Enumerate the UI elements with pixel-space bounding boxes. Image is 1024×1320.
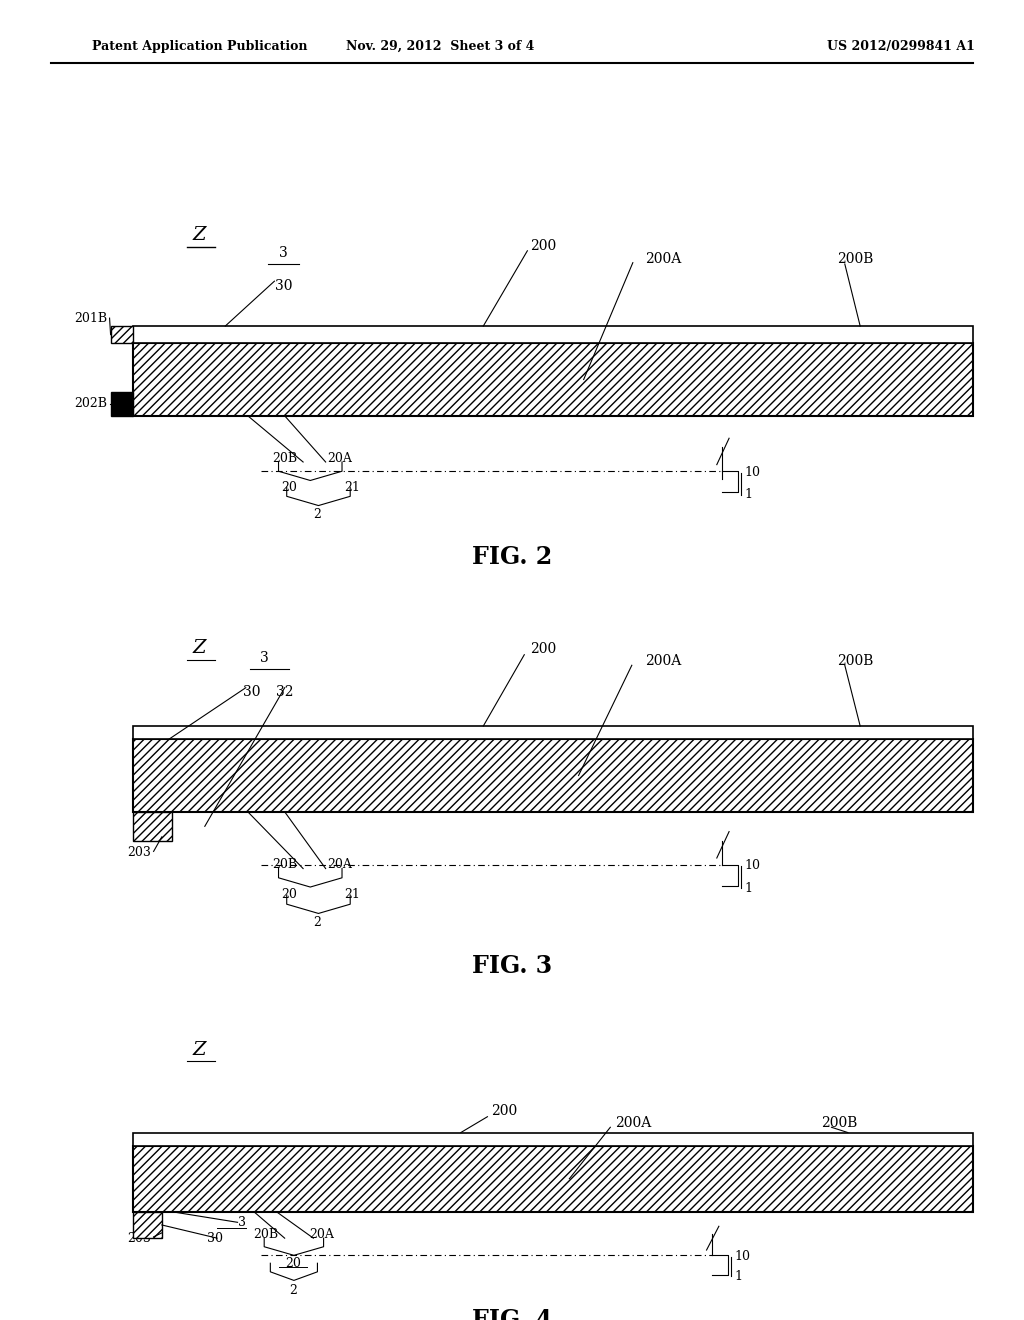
Text: Z: Z bbox=[193, 1040, 207, 1059]
Bar bbox=[133, 326, 973, 343]
Text: 2: 2 bbox=[313, 508, 322, 521]
Text: FIG. 4: FIG. 4 bbox=[472, 1308, 552, 1320]
Text: 203: 203 bbox=[128, 1232, 152, 1245]
Text: 200: 200 bbox=[529, 239, 556, 252]
Text: 2: 2 bbox=[289, 1284, 297, 1298]
Text: 30: 30 bbox=[243, 685, 261, 700]
Text: Z: Z bbox=[193, 226, 207, 244]
Text: 200A: 200A bbox=[645, 655, 682, 668]
Text: 21: 21 bbox=[344, 480, 360, 494]
Text: 1: 1 bbox=[744, 488, 753, 502]
Text: 10: 10 bbox=[744, 859, 761, 873]
Text: FIG. 3: FIG. 3 bbox=[472, 954, 552, 978]
Text: US 2012/0299841 A1: US 2012/0299841 A1 bbox=[827, 40, 975, 53]
Text: 2: 2 bbox=[313, 916, 322, 929]
Text: 20: 20 bbox=[285, 1257, 301, 1270]
Text: 1: 1 bbox=[744, 882, 753, 895]
Text: Z: Z bbox=[193, 639, 207, 657]
Text: 20A: 20A bbox=[328, 858, 352, 871]
Bar bbox=[133, 739, 973, 812]
Bar bbox=[133, 1133, 973, 1146]
Text: 200B: 200B bbox=[821, 1117, 858, 1130]
Text: 3: 3 bbox=[280, 246, 288, 260]
Text: 30: 30 bbox=[207, 1232, 223, 1245]
Text: 201B: 201B bbox=[75, 312, 108, 325]
Text: 10: 10 bbox=[734, 1250, 751, 1263]
Text: 20: 20 bbox=[281, 888, 297, 902]
Bar bbox=[133, 1212, 162, 1238]
Text: 20: 20 bbox=[281, 480, 297, 494]
Text: 200B: 200B bbox=[837, 655, 873, 668]
Text: FIG. 2: FIG. 2 bbox=[472, 545, 552, 569]
Text: 3: 3 bbox=[238, 1216, 246, 1229]
Bar bbox=[133, 812, 172, 841]
Text: 200: 200 bbox=[490, 1105, 517, 1118]
Text: 203: 203 bbox=[128, 846, 152, 859]
Bar bbox=[111, 392, 133, 416]
Text: 30: 30 bbox=[274, 279, 293, 293]
Text: 200B: 200B bbox=[837, 252, 873, 265]
Text: 20B: 20B bbox=[253, 1228, 279, 1241]
Text: 200A: 200A bbox=[614, 1117, 651, 1130]
Text: 10: 10 bbox=[744, 466, 761, 479]
Text: 3: 3 bbox=[260, 651, 268, 665]
Text: Patent Application Publication: Patent Application Publication bbox=[92, 40, 307, 53]
Text: 202B: 202B bbox=[75, 397, 108, 411]
Bar bbox=[133, 1146, 973, 1212]
Text: 200: 200 bbox=[529, 643, 556, 656]
Text: 20A: 20A bbox=[328, 451, 352, 465]
Text: 20B: 20B bbox=[271, 858, 297, 871]
Text: 20A: 20A bbox=[309, 1228, 334, 1241]
Text: 32: 32 bbox=[275, 685, 294, 700]
Bar bbox=[133, 726, 973, 739]
Text: Nov. 29, 2012  Sheet 3 of 4: Nov. 29, 2012 Sheet 3 of 4 bbox=[346, 40, 535, 53]
Text: 1: 1 bbox=[734, 1270, 742, 1283]
Text: 21: 21 bbox=[344, 888, 360, 902]
Text: 20B: 20B bbox=[271, 451, 297, 465]
Bar bbox=[111, 326, 133, 343]
Bar bbox=[133, 343, 973, 416]
Text: 200A: 200A bbox=[645, 252, 682, 265]
